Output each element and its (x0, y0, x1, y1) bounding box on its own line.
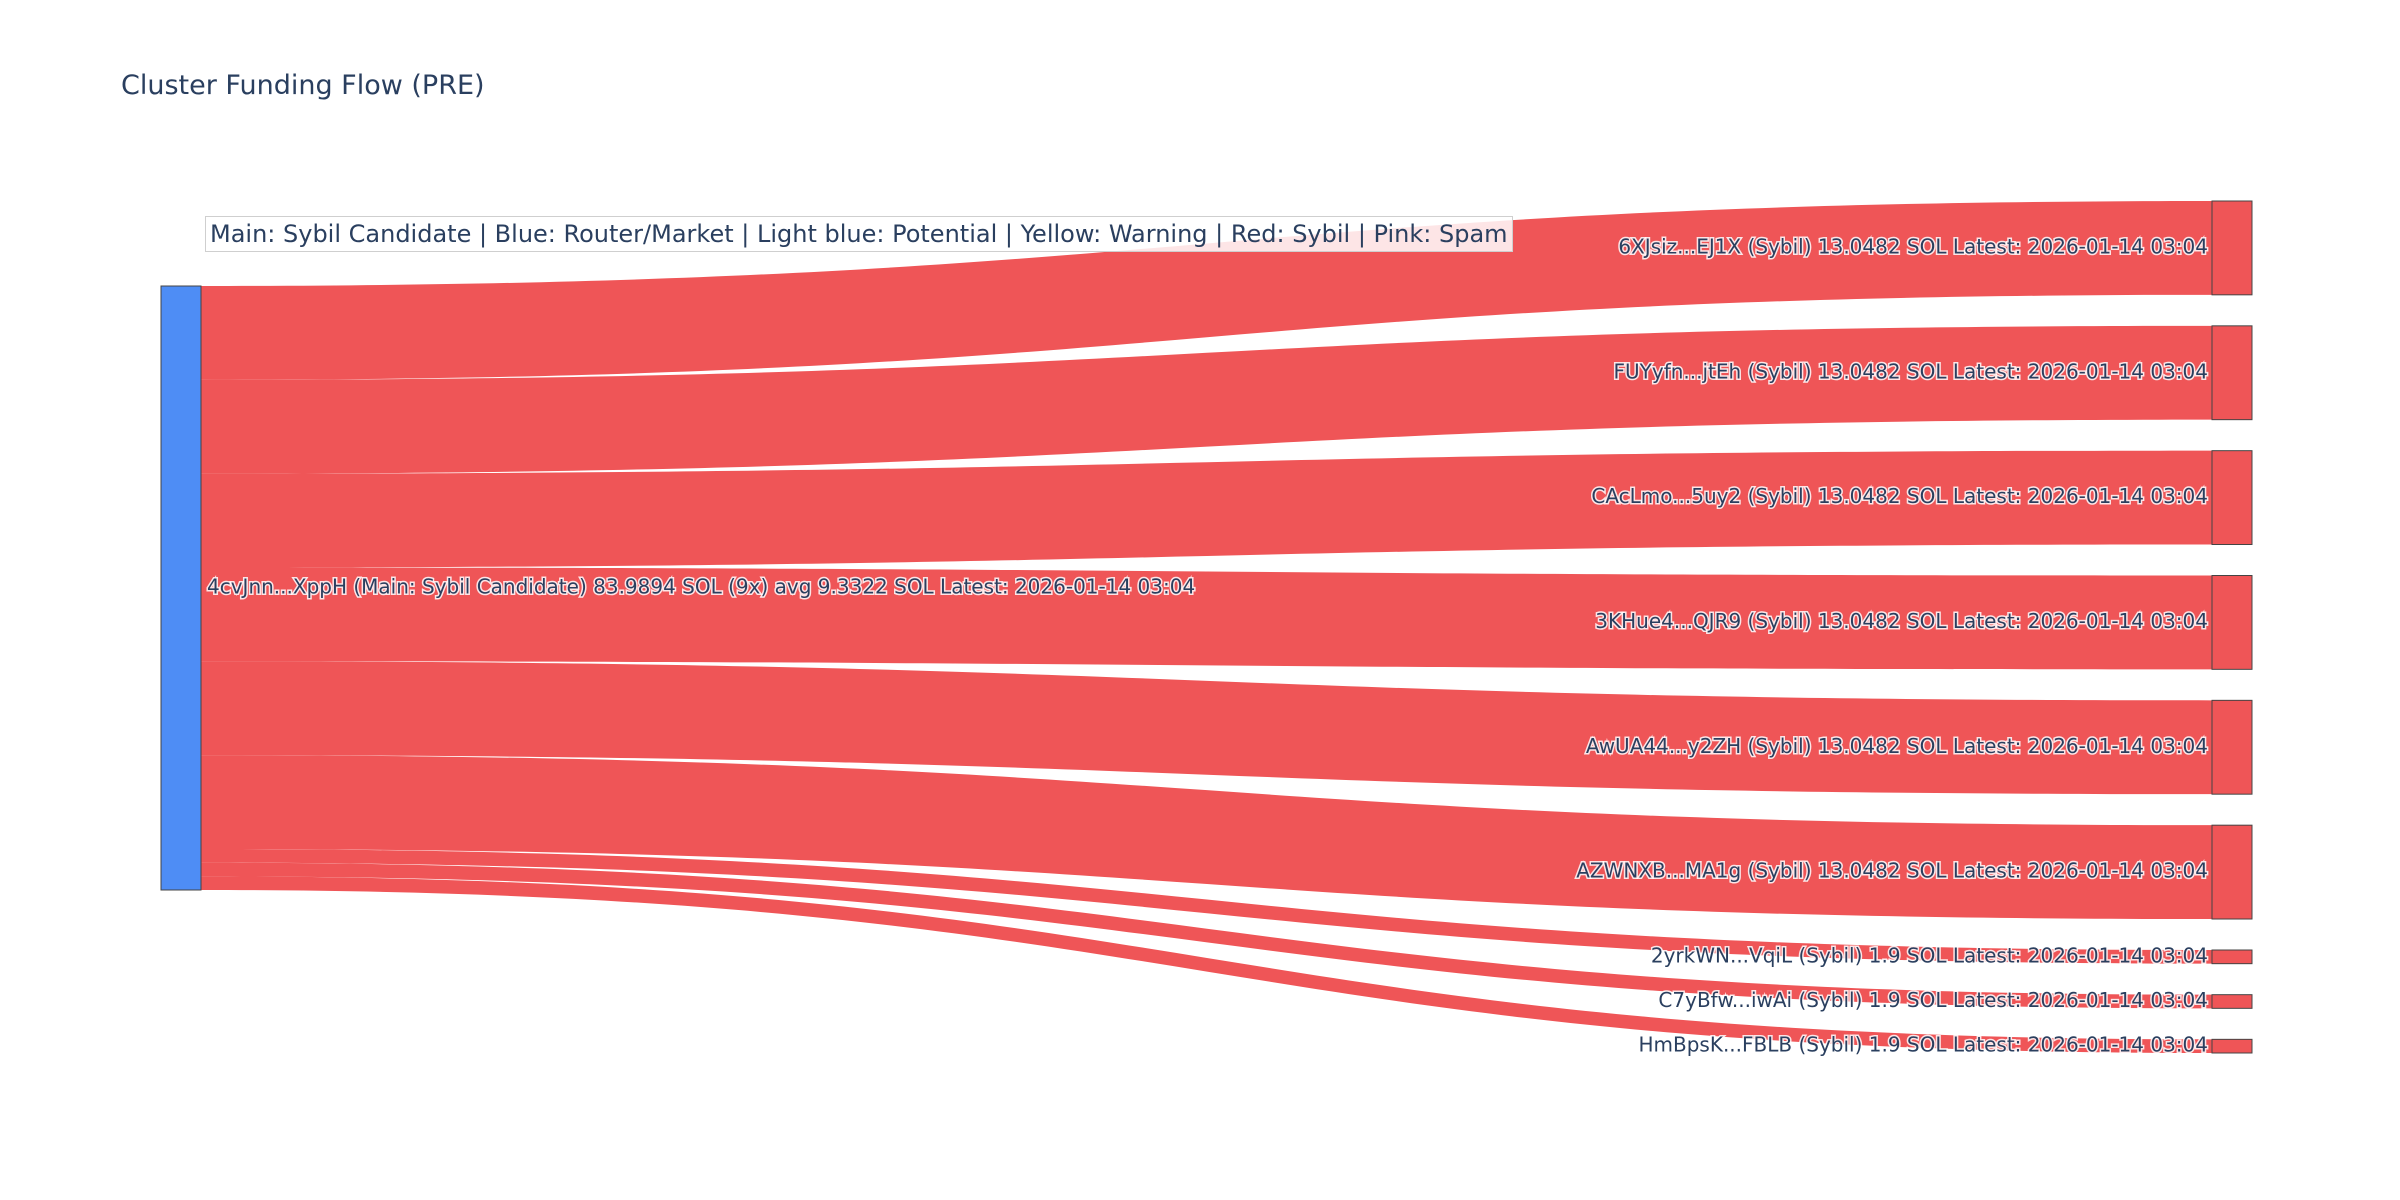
target-node[interactable] (2211, 699, 2253, 795)
source-node-label: 4cvJnn...XppH (Main: Sybil Candidate) 83… (207, 575, 1195, 599)
target-node[interactable] (2211, 949, 2253, 965)
target-node-label: AZWNXB...MA1g (Sybil) 13.0482 SOL Latest… (1576, 859, 2208, 883)
label-group: 4cvJnn...XppH (Main: Sybil Candidate) 83… (206, 233, 2210, 1058)
source-node[interactable] (160, 285, 202, 891)
target-node[interactable] (2211, 325, 2253, 421)
target-node[interactable] (2211, 994, 2253, 1009)
target-node-label: C7yBfw...iwAi (Sybil) 1.9 SOL Latest: 20… (1658, 988, 2208, 1012)
target-node[interactable] (2211, 200, 2253, 296)
flow-link[interactable] (201, 862, 2212, 1009)
target-node-label: 6XJsiz...EJ1X (Sybil) 13.0482 SOL Latest… (1618, 234, 2208, 258)
legend-annotation: Main: Sybil Candidate | Blue: Router/Mar… (205, 216, 1513, 252)
flow-link[interactable] (201, 661, 2212, 795)
link-group (201, 201, 2212, 1053)
target-node-label: HmBpsK...FBLB (Sybil) 1.9 SOL Latest: 20… (1638, 1033, 2208, 1057)
target-node-label: 3KHue4...QJR9 (Sybil) 13.0482 SOL Latest… (1595, 609, 2208, 633)
chart-title: Cluster Funding Flow (PRE) (121, 70, 485, 101)
flow-link[interactable] (201, 450, 2212, 568)
target-node[interactable] (2211, 450, 2253, 546)
flow-link[interactable] (201, 755, 2212, 920)
target-node-label: AwUA44...y2ZH (Sybil) 13.0482 SOL Latest… (1586, 734, 2208, 758)
flow-link[interactable] (201, 325, 2212, 474)
flow-link[interactable] (201, 849, 2212, 964)
target-node-label: FUYyfn...jtEh (Sybil) 13.0482 SOL Latest… (1614, 359, 2208, 383)
node-group (160, 200, 2253, 1054)
target-node[interactable] (2211, 824, 2253, 920)
flow-link[interactable] (201, 201, 2212, 380)
target-node[interactable] (2211, 1038, 2253, 1054)
target-node-label: 2yrkWN...VqiL (Sybil) 1.9 SOL Latest: 20… (1651, 943, 2208, 967)
target-node[interactable] (2211, 575, 2253, 670)
flow-link[interactable] (201, 876, 2212, 1053)
flow-link[interactable] (201, 567, 2212, 670)
target-node-label: CAcLmo...5uy2 (Sybil) 13.0482 SOL Latest… (1591, 484, 2208, 508)
